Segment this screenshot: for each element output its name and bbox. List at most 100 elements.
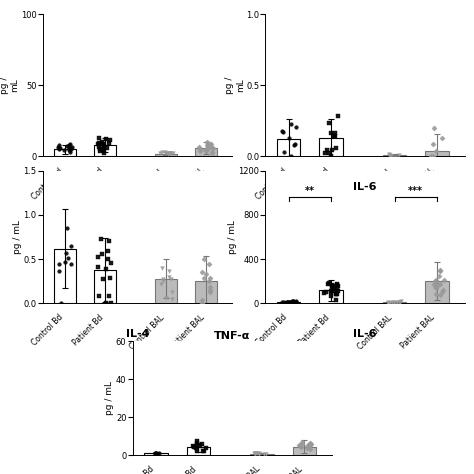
Title: TNF-α: TNF-α [214,330,250,340]
Point [332,144,339,152]
Y-axis label: pg / mL: pg / mL [105,381,114,415]
Point [190,443,198,451]
Point [100,275,107,283]
Bar [383,302,406,303]
Point [200,447,208,455]
Point [295,442,302,449]
Point [324,280,332,288]
Bar [277,302,301,303]
Point [200,447,207,455]
Point [203,145,211,153]
Point [62,259,69,266]
Bar [94,270,116,303]
Point [320,290,328,297]
Point [65,141,73,149]
Point [61,146,68,154]
Point [206,283,214,291]
Point [202,444,210,452]
Bar [319,138,343,156]
Point [334,284,341,292]
Point [432,282,440,289]
Point [326,119,333,127]
Point [95,144,103,151]
Point [330,132,337,139]
Point [324,146,331,154]
Point [67,242,75,250]
Point [208,148,216,156]
Point [152,449,159,457]
Point [387,152,395,159]
Point [431,282,439,290]
Point [152,450,160,457]
Point [107,259,115,267]
Point [152,449,159,457]
Point [288,298,295,306]
Point [436,281,444,288]
Bar [54,149,76,156]
Point [386,299,394,306]
Point [262,450,270,457]
Point [64,254,72,262]
Point [158,264,166,271]
Point [164,150,172,157]
Point [66,140,73,148]
Point [332,290,340,297]
Point [201,274,208,282]
Point [67,260,74,267]
Point [331,133,338,140]
Point [439,286,447,294]
Point [284,299,292,307]
Point [306,443,313,451]
Point [440,276,447,284]
Bar [195,148,217,156]
Point [437,291,444,299]
Point [290,141,298,148]
Point [169,295,176,302]
Point [207,143,214,150]
Point [292,140,299,148]
Point [95,139,103,147]
Point [327,292,335,300]
Point [303,442,311,449]
Point [105,140,113,147]
Point [325,149,332,157]
Point [333,282,341,289]
Point [280,148,288,155]
Point [330,287,337,294]
Point [307,440,314,448]
Point [168,275,175,283]
Point [206,274,214,282]
Bar [155,154,177,156]
Bar [292,447,316,455]
Point [297,442,304,450]
Point [160,277,167,285]
Point [391,298,398,306]
Point [193,447,201,455]
Point [193,438,201,445]
Point [393,299,401,306]
Point [193,439,201,447]
Point [438,288,446,295]
Point [95,140,102,148]
Point [326,279,333,287]
Point [208,140,215,147]
Point [435,273,443,280]
Point [168,288,176,295]
Point [334,283,342,290]
Point [333,297,340,304]
Point [104,247,111,255]
Point [287,120,295,128]
Point [203,141,211,149]
Point [395,298,402,306]
Point [328,281,336,289]
Text: ***: *** [408,186,423,196]
Bar [277,139,301,156]
Point [95,140,102,147]
Bar [54,248,76,303]
Point [331,129,339,137]
Point [436,267,443,274]
Text: IL-4: IL-4 [126,329,149,339]
Point [165,150,173,157]
Point [201,146,209,154]
Point [169,149,177,156]
